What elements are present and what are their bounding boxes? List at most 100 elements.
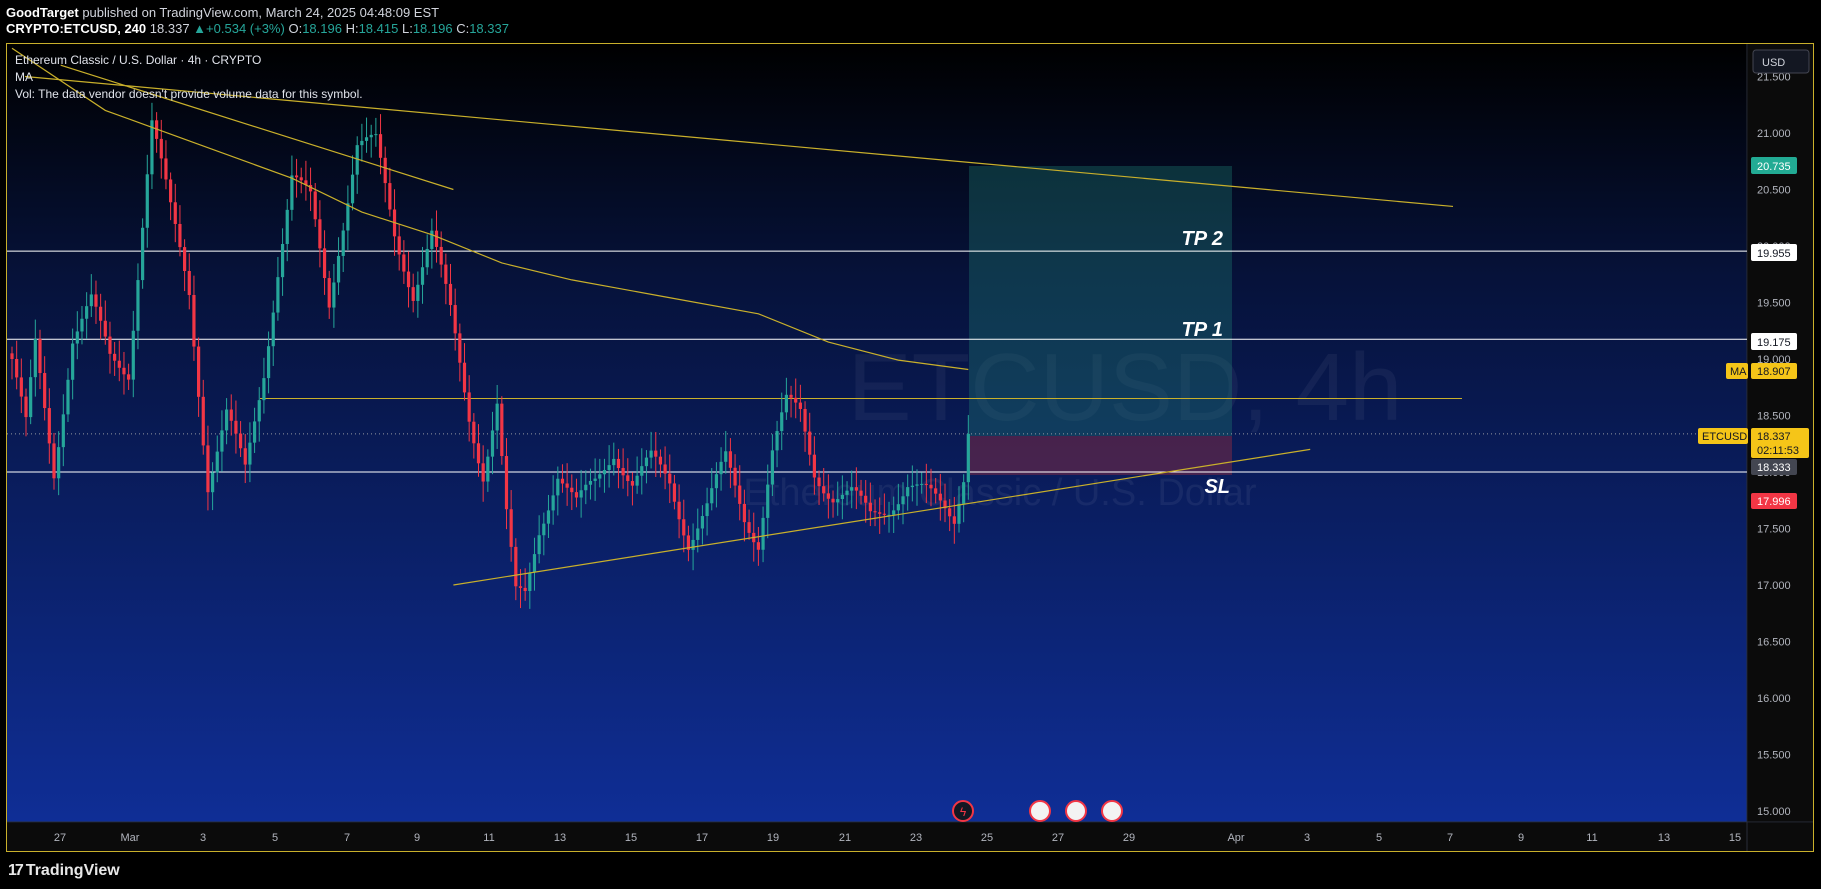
- watermark-symbol: ETCUSD, 4h: [848, 334, 1403, 441]
- candle-body: [920, 483, 924, 485]
- candle-body: [626, 475, 630, 482]
- trendline[interactable]: [24, 75, 1454, 208]
- candle-body: [794, 397, 798, 403]
- candle-body: [728, 451, 733, 468]
- legend-vol[interactable]: Vol: The data vendor doesn't provide vol…: [15, 87, 363, 101]
- us-flag-event-icon[interactable]: [1029, 800, 1051, 822]
- candle-body: [579, 490, 583, 498]
- candle-body: [364, 137, 369, 141]
- event-icons[interactable]: ϟ: [952, 800, 1123, 822]
- candle-body: [924, 483, 928, 485]
- currency-button[interactable]: USD: [1752, 49, 1810, 74]
- candle-body: [705, 503, 709, 517]
- tp1-price-text: 19.175: [1757, 337, 1791, 349]
- candle-body: [798, 402, 802, 409]
- legend-title: Ethereum Classic / U.S. Dollar · 4h · CR…: [15, 53, 261, 67]
- lightning-glyph: ϟ: [960, 805, 967, 819]
- candle-body: [733, 467, 737, 486]
- candle-body: [327, 278, 331, 308]
- time-axis[interactable]: 27 Mar 3 5 7 9 11 13 15 17 19 21 23 25 27 29 Apr 3 5 7 9 11 13…: [54, 832, 1741, 844]
- candle-body: [691, 539, 695, 550]
- candle-body: [784, 394, 788, 413]
- time-tick-label: 15: [625, 832, 637, 844]
- time-tick-label: 27: [54, 832, 66, 844]
- moving-average-line[interactable]: [11, 47, 969, 371]
- candle-body: [864, 495, 868, 503]
- price-tick-label: 15.500: [1757, 750, 1791, 762]
- candle-body: [943, 500, 947, 509]
- candle-body: [808, 431, 812, 455]
- candle-body: [602, 470, 607, 475]
- sl-label: SL: [1204, 476, 1230, 498]
- candle-body: [47, 408, 51, 444]
- candle-body: [374, 134, 378, 136]
- candle-body: [187, 271, 191, 295]
- time-tick-label: 21: [839, 832, 851, 844]
- candle-body: [677, 501, 681, 520]
- price-tick-label: 20.500: [1757, 185, 1791, 197]
- candle-body: [542, 523, 546, 536]
- price-tags: 20.735 19.955 19.175 MA 18.907 ETCUSD 18…: [1698, 157, 1809, 509]
- candle-body: [826, 493, 830, 499]
- candle-body: [127, 374, 131, 380]
- stop-price-tag: [1751, 493, 1797, 509]
- candle-body: [145, 174, 149, 228]
- publisher-line: GoodTarget published on TradingView.com,…: [6, 5, 439, 20]
- candle-body: [892, 510, 896, 515]
- close-value: 18.337: [469, 21, 509, 36]
- candle-body: [630, 481, 635, 486]
- candle-body: [313, 191, 317, 220]
- trendlines[interactable]: [24, 64, 1454, 586]
- candle-body: [873, 511, 877, 513]
- time-tick-label: 11: [1586, 832, 1597, 844]
- target-price-tag: [1751, 157, 1797, 174]
- legend-ma[interactable]: MA: [15, 70, 33, 84]
- candle-body: [896, 504, 900, 511]
- candle-body: [262, 378, 266, 401]
- candle-body: [402, 254, 406, 272]
- trendline[interactable]: [453, 448, 1311, 586]
- price-tick-label: 18.500: [1757, 411, 1791, 423]
- candle-body: [71, 343, 75, 380]
- price-axis[interactable]: 15.00015.50016.00016.50017.00017.50018.0…: [1757, 72, 1791, 819]
- candle-body: [836, 499, 840, 503]
- candle-body: [117, 360, 121, 368]
- countdown-text: 02:11:53: [1757, 445, 1799, 457]
- candle-body: [80, 318, 84, 332]
- candle-body: [61, 414, 65, 448]
- candle-body: [131, 330, 135, 380]
- candle-body: [29, 377, 33, 418]
- us-flag-event-icon[interactable]: [1065, 800, 1087, 822]
- lightning-event-icon[interactable]: [952, 800, 974, 822]
- tradingview-logo[interactable]: 17 TradingView: [8, 862, 120, 880]
- author-name[interactable]: GoodTarget: [6, 5, 79, 20]
- candle-body: [915, 484, 919, 486]
- candle-body: [803, 408, 807, 432]
- candle-body: [248, 442, 252, 465]
- candle-body: [238, 433, 243, 449]
- candle-body: [817, 477, 821, 487]
- candle-body: [336, 255, 341, 283]
- candle-body: [789, 394, 793, 398]
- candle-body: [304, 180, 308, 185]
- candle-body: [887, 514, 891, 516]
- candle-body: [910, 485, 914, 488]
- candle-body: [532, 554, 537, 573]
- price-tick-label: 17.500: [1757, 524, 1791, 536]
- candle-body: [318, 219, 322, 249]
- time-tick-label: 11: [483, 832, 494, 844]
- candle-body: [183, 247, 187, 272]
- time-tick-label: 7: [1447, 832, 1453, 844]
- price-tick-label: 17.000: [1757, 580, 1791, 592]
- candle-body: [929, 484, 933, 489]
- candle-body: [33, 339, 37, 378]
- candle-body: [271, 312, 275, 347]
- candle-body: [215, 451, 219, 473]
- target-zone[interactable]: [969, 166, 1232, 436]
- symbol-tag-label: ETCUSD: [1702, 431, 1747, 443]
- entry-price-tag: [1751, 459, 1797, 475]
- candle-body: [66, 379, 70, 415]
- us-flag-event-icon[interactable]: [1101, 800, 1123, 822]
- candle-body: [103, 320, 107, 337]
